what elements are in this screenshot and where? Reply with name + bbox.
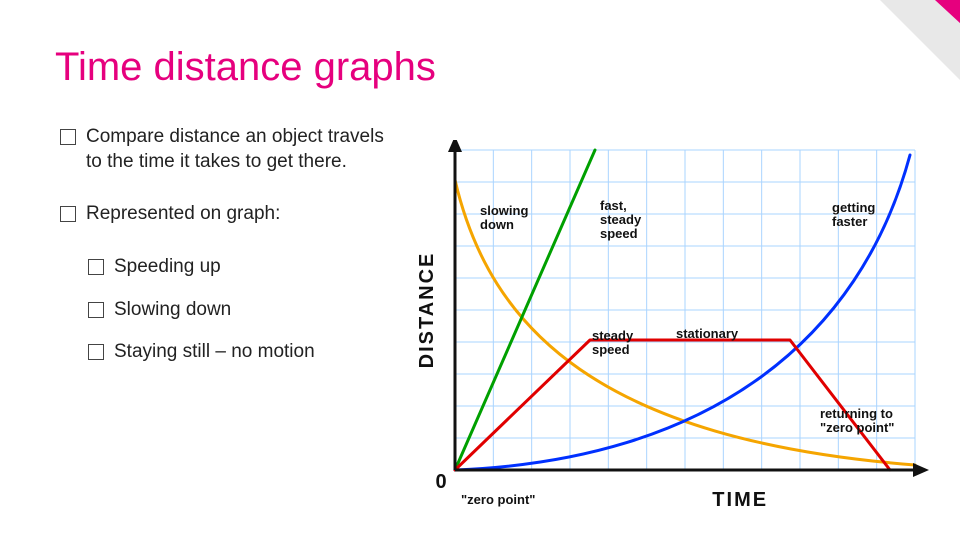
y-axis-arrow-icon [448, 140, 462, 152]
y-axis-label: DISTANCE [416, 252, 438, 369]
bullet-1-text: Compare distance an object travels to th… [86, 125, 390, 174]
origin-label: 0 [435, 471, 446, 493]
checkbox-icon [88, 259, 104, 275]
sub-bullet-3: Staying still – no motion [88, 340, 390, 365]
x-axis-label: TIME [712, 489, 768, 511]
sub-bullet-1-text: Speeding up [114, 255, 390, 280]
checkbox-icon [88, 344, 104, 360]
bullet-2-text: Represented on graph: [86, 202, 390, 227]
checkbox-icon [60, 206, 76, 222]
zero-point-label: "zero point" [461, 492, 535, 507]
bullet-1: Compare distance an object travels to th… [60, 125, 390, 174]
page-title: Time distance graphs [55, 45, 436, 90]
distance-time-chart: DISTANCETIME0"zero point"slowingdownfast… [400, 140, 940, 520]
sub-bullet-3-text: Staying still – no motion [114, 340, 390, 365]
sub-bullet-2-text: Slowing down [114, 298, 390, 323]
x-axis-arrow-icon [913, 463, 929, 477]
annot-returning: returning to"zero point" [820, 406, 894, 435]
checkbox-icon [88, 302, 104, 318]
sub-bullet-1: Speeding up [88, 255, 390, 280]
annot-stationary: stationary [676, 326, 739, 341]
checkbox-icon [60, 129, 76, 145]
bullet-list: Compare distance an object travels to th… [60, 125, 390, 383]
corner-wedge-grey [820, 0, 960, 120]
bullet-2: Represented on graph: [60, 202, 390, 227]
sub-bullet-2: Slowing down [88, 298, 390, 323]
annot-steady_speed: steadyspeed [592, 328, 634, 357]
